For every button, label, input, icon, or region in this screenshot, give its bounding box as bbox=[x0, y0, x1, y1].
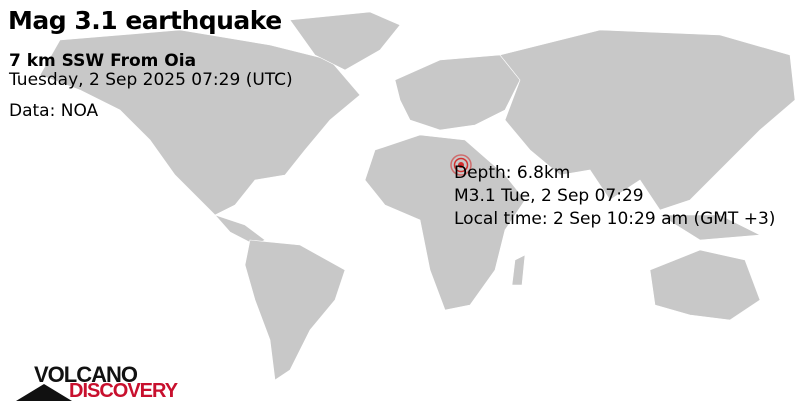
page-title: Mag 3.1 earthquake bbox=[8, 6, 282, 35]
volcanodiscovery-logo[interactable]: VOLCANO DISCOVERY bbox=[14, 362, 184, 402]
madagascar bbox=[511, 254, 526, 286]
depth-label: Depth: 6.8km bbox=[454, 163, 571, 183]
logo-line2: DISCOVERY bbox=[69, 380, 178, 402]
europe bbox=[394, 54, 521, 131]
datetime-label: Tuesday, 2 Sep 2025 07:29 (UTC) bbox=[9, 70, 293, 90]
logo-line1: VOLCANO bbox=[34, 362, 138, 387]
epicenter-marker[interactable] bbox=[450, 154, 472, 176]
volcano-icon bbox=[16, 384, 72, 401]
data-source-label: Data: NOA bbox=[9, 101, 99, 121]
location-label: 7 km SSW From Oia bbox=[9, 51, 197, 71]
south-america bbox=[244, 239, 346, 381]
southeast-asia bbox=[658, 214, 762, 241]
asia bbox=[499, 29, 796, 211]
africa bbox=[364, 134, 526, 311]
australia bbox=[649, 249, 761, 321]
local-time-label: Local time: 2 Sep 10:29 am (GMT +3) bbox=[454, 209, 776, 229]
magnitude-summary: M3.1 Tue, 2 Sep 07:29 bbox=[454, 186, 644, 206]
greenland bbox=[289, 11, 401, 71]
